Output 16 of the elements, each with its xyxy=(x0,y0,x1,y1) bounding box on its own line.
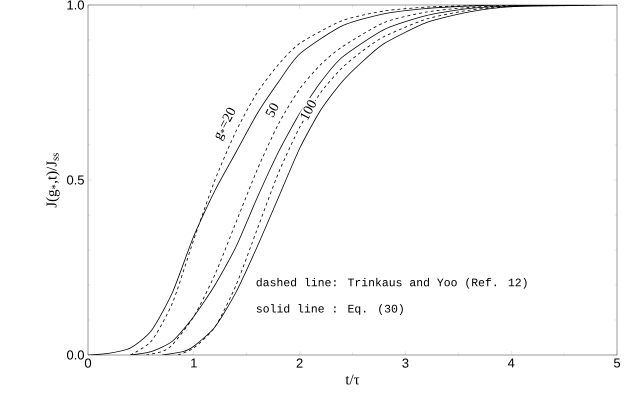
annotation: 100 xyxy=(300,100,316,120)
x-axis-title: t/τ xyxy=(345,374,360,385)
y-tick-label: 0.0 xyxy=(66,350,84,360)
x-tick-label: 4 xyxy=(508,358,514,368)
annotation: solid line : Eq. (30) xyxy=(256,304,403,315)
annotation: g$_{*}$=20 xyxy=(216,108,236,141)
annotation: 50 xyxy=(265,103,278,118)
x-tick-label: 3 xyxy=(402,358,408,368)
x-tick-label: 0 xyxy=(84,358,92,368)
annotation: dashed line: Trinkaus and Yoo (Ref. 12) xyxy=(256,278,527,289)
y-axis-title: J(g$_{*}$,t)/J$_{ss}$ xyxy=(46,153,60,208)
x-tick-label: 1 xyxy=(191,358,197,368)
x-tick-label: 5 xyxy=(614,358,620,368)
x-tick-label: 2 xyxy=(296,358,303,368)
y-tick-label: 0.5 xyxy=(66,175,84,185)
y-tick-label: 1.0 xyxy=(67,0,84,10)
